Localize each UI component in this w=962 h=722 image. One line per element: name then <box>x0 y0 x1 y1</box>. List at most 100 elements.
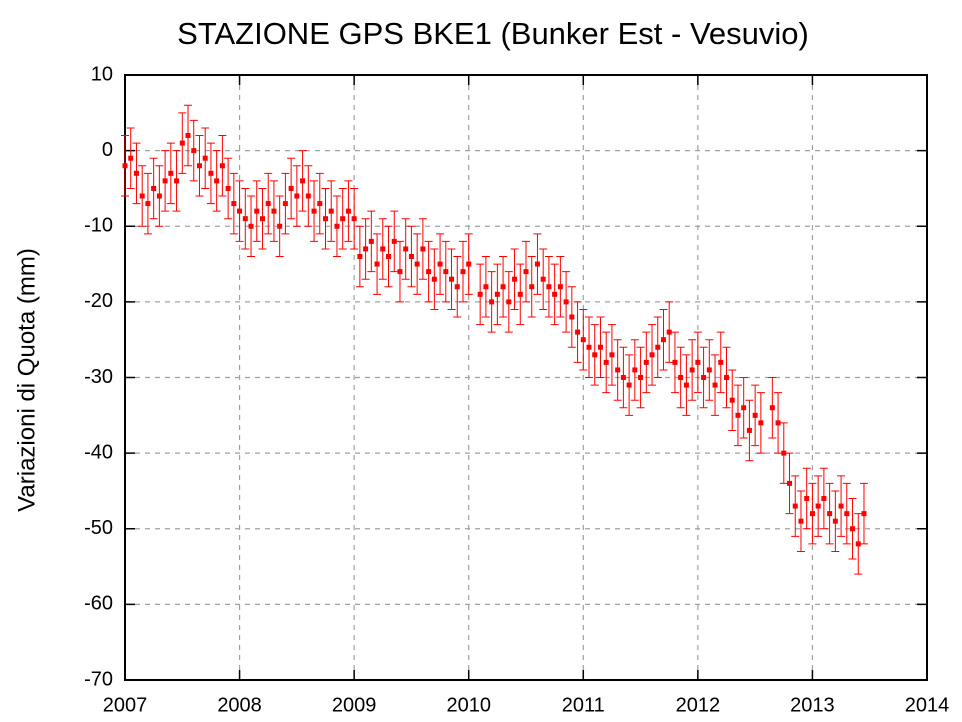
data-point <box>546 284 552 290</box>
data-point <box>683 382 689 388</box>
data-point <box>832 518 838 524</box>
data-point <box>294 193 300 199</box>
data-point <box>219 163 225 169</box>
data-point <box>855 541 861 547</box>
y-tick-label: -10 <box>84 215 113 237</box>
data-point <box>643 359 649 365</box>
y-tick-label: -20 <box>84 290 113 312</box>
data-point <box>838 503 844 509</box>
data-point <box>517 291 523 297</box>
data-point <box>334 223 340 229</box>
data-point <box>414 261 420 267</box>
data-point <box>351 216 357 222</box>
y-tick-label: 10 <box>91 63 113 85</box>
data-point <box>133 170 139 176</box>
data-point <box>580 337 586 343</box>
data-point <box>523 269 529 275</box>
data-point <box>569 314 575 320</box>
y-tick-label: 0 <box>102 139 113 161</box>
data-point <box>655 344 661 350</box>
data-point <box>718 359 724 365</box>
x-tick-label: 2013 <box>790 694 835 716</box>
data-point <box>769 405 775 411</box>
data-point <box>575 329 581 335</box>
data-point <box>649 352 655 358</box>
x-tick-label: 2008 <box>217 694 262 716</box>
data-point <box>557 284 563 290</box>
data-point <box>156 193 162 199</box>
y-axis-label: Variazioni di Quota (mm) <box>13 248 40 512</box>
data-point <box>139 193 145 199</box>
data-point <box>323 216 328 222</box>
data-point <box>300 178 306 184</box>
data-point <box>775 420 781 426</box>
x-tick-label: 2010 <box>446 694 491 716</box>
data-point <box>196 163 202 169</box>
data-point <box>449 276 455 282</box>
data-point <box>540 276 546 282</box>
data-point <box>529 284 535 290</box>
data-point <box>678 375 684 380</box>
data-point <box>494 291 500 297</box>
data-point <box>225 185 231 191</box>
data-point <box>706 367 712 373</box>
data-point <box>620 375 626 380</box>
data-point <box>695 359 701 365</box>
data-point <box>850 526 856 532</box>
data-point <box>374 261 380 267</box>
data-point <box>174 178 180 184</box>
data-point <box>586 344 592 350</box>
data-point <box>632 367 638 373</box>
data-point <box>185 133 191 138</box>
data-point <box>151 185 157 191</box>
data-point <box>615 367 621 373</box>
data-point <box>345 208 351 214</box>
y-tick-label: -40 <box>84 441 113 463</box>
data-point <box>357 254 363 259</box>
data-point <box>248 223 254 229</box>
data-point <box>208 170 214 176</box>
data-point <box>758 420 764 426</box>
data-point <box>128 155 134 161</box>
plot-frame <box>124 74 928 681</box>
data-point <box>259 216 265 222</box>
data-point <box>609 352 615 358</box>
data-point <box>512 276 518 282</box>
data-point <box>809 511 815 517</box>
data-point <box>489 299 495 305</box>
data-point <box>689 367 695 373</box>
data-point <box>397 269 403 275</box>
data-point <box>403 246 409 252</box>
y-tick-label: -30 <box>84 366 113 388</box>
data-point <box>666 329 672 335</box>
data-point <box>712 382 718 388</box>
data-point <box>815 503 821 509</box>
data-point <box>162 178 168 184</box>
data-point <box>724 375 729 380</box>
y-tick-label: -60 <box>84 593 113 615</box>
data-point <box>672 359 678 365</box>
data-point <box>426 269 432 275</box>
data-point <box>804 496 810 501</box>
data-point <box>386 254 392 259</box>
data-point <box>603 359 609 365</box>
x-tick-label: 2007 <box>103 694 148 716</box>
data-point <box>420 246 426 252</box>
data-point <box>368 238 374 244</box>
data-point <box>191 148 197 154</box>
data-point <box>179 140 185 146</box>
data-point <box>202 155 208 161</box>
data-point <box>168 170 174 176</box>
data-point <box>781 450 787 456</box>
data-point <box>787 480 793 486</box>
data-point <box>363 246 369 252</box>
data-point <box>735 412 741 418</box>
data-point <box>592 352 598 358</box>
data-point <box>122 163 128 169</box>
data-point <box>500 284 506 290</box>
data-point <box>305 193 311 199</box>
data-point <box>265 201 271 207</box>
chart-title: STAZIONE GPS BKE1 (Bunker Est - Vesuvio) <box>177 16 809 51</box>
data-point <box>798 518 804 524</box>
